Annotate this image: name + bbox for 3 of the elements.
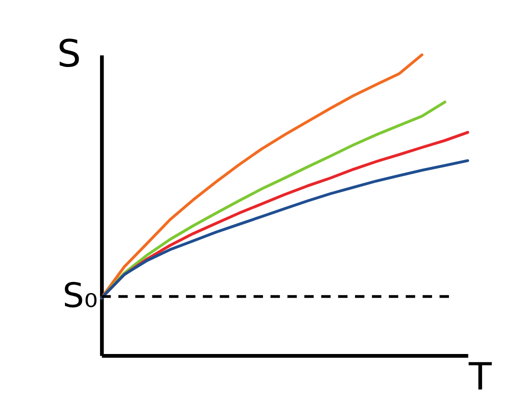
ref-line-label: S₀ (62, 276, 98, 315)
x-axis-title: T (468, 354, 493, 399)
y-axis-title: S (57, 32, 81, 76)
